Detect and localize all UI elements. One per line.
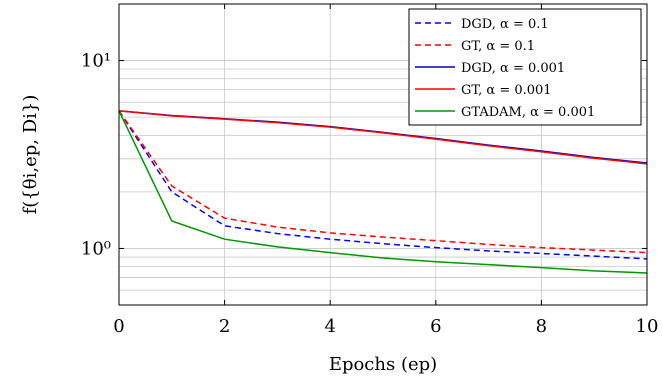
- series-line-4: [118, 110, 648, 274]
- legend-label: GT, α = 0.001: [461, 83, 552, 98]
- x-tick-label: 4: [324, 316, 335, 337]
- y-axis-label: f({θi,ep, Di}): [20, 95, 41, 215]
- y-tick-label: 10⁰: [81, 238, 111, 259]
- x-tick-label: 10: [636, 316, 659, 337]
- legend-label: DGD, α = 0.1: [461, 17, 549, 32]
- x-axis-label: Epochs (ep): [329, 354, 437, 375]
- legend-label: DGD, α = 0.001: [461, 61, 565, 76]
- axis-ticks: 0 2 4 6 8 10 10⁰ 10¹: [81, 4, 659, 337]
- x-tick-label: 6: [430, 316, 441, 337]
- legend-label: GTADAM, α = 0.001: [461, 105, 595, 120]
- x-tick-label: 2: [219, 316, 230, 337]
- series-lines: [118, 110, 648, 274]
- legend: DGD, α = 0.1 GT, α = 0.1 DGD, α = 0.001 GT,…: [408, 8, 642, 126]
- x-tick-label: 0: [113, 316, 124, 337]
- plot-frame: [118, 3, 648, 306]
- x-tick-label: 8: [536, 316, 547, 337]
- series-line-0: [118, 110, 648, 260]
- series-line-1: [118, 110, 648, 254]
- legend-label: GT, α = 0.1: [461, 39, 535, 54]
- series-line-3: [118, 110, 648, 165]
- y-tick-label: 10¹: [81, 51, 111, 72]
